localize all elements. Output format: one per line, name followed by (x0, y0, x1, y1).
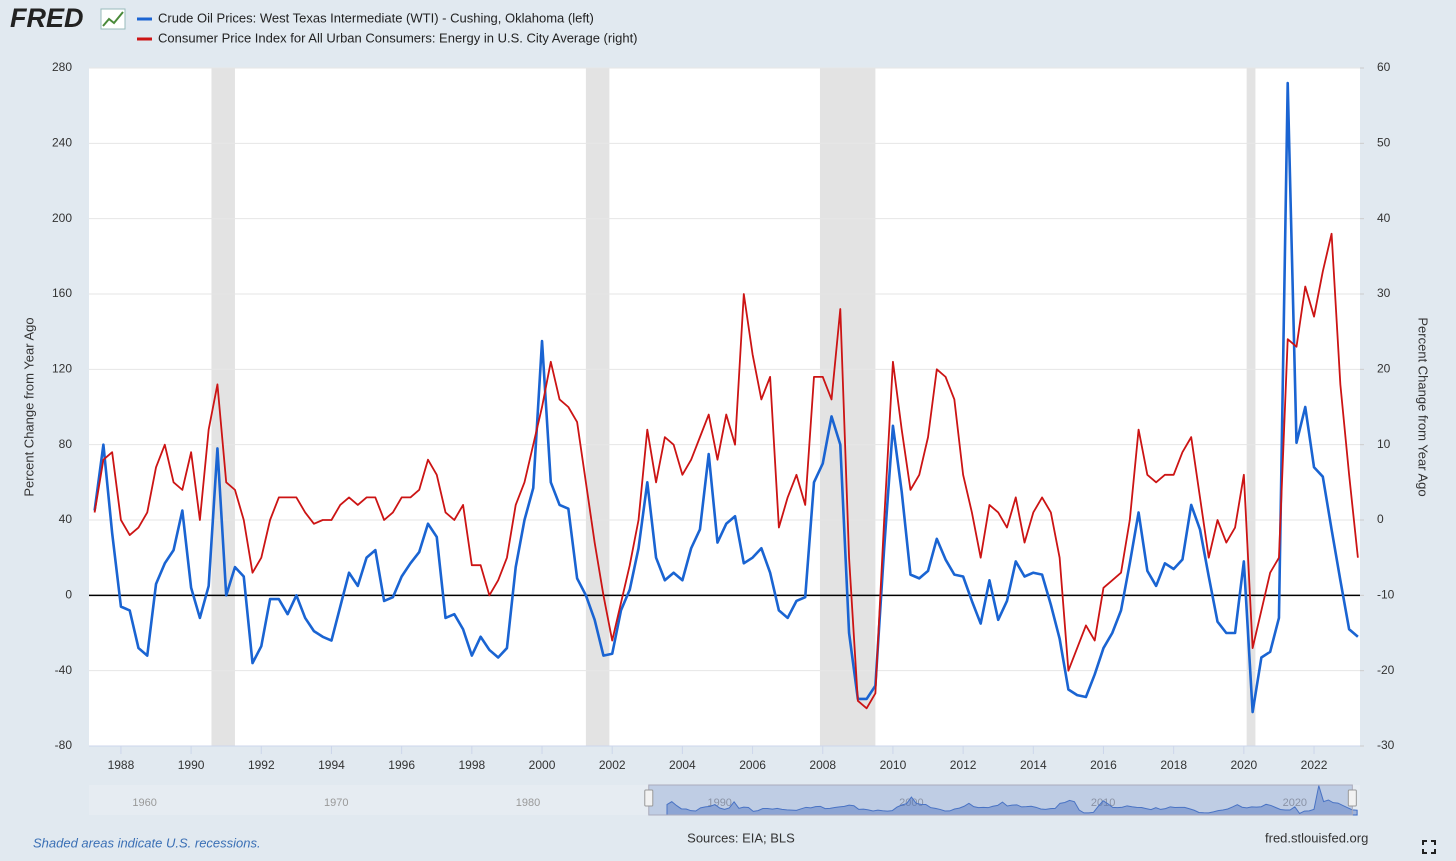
logo-icon (100, 8, 126, 30)
navigator-tick-label: 2000 (899, 797, 923, 809)
y2-axis-title: Percent Change from Year Ago (1416, 317, 1431, 496)
x-tick-label: 2006 (739, 758, 766, 772)
y-tick-label: 280 (52, 60, 72, 74)
recession-band (585, 68, 610, 746)
x-tick-label: 2002 (599, 758, 626, 772)
plot-area (89, 68, 1360, 746)
navigator-tick-label: 1970 (324, 797, 348, 809)
navigator-background (89, 785, 1360, 815)
series-line (93, 232, 1359, 710)
y2-tick-label: 20 (1377, 362, 1391, 376)
y-tick-label: -80 (55, 738, 73, 752)
navigator-tick-label: 2010 (1091, 797, 1115, 809)
x-tick-label: 2000 (529, 758, 556, 772)
recession-band (1246, 68, 1256, 746)
navigator-handle[interactable] (1347, 789, 1357, 807)
x-tick-label: 1988 (108, 758, 135, 772)
y-tick-label: 0 (65, 588, 72, 602)
y2-tick-label: 10 (1377, 437, 1391, 451)
y2-tick-label: 60 (1377, 60, 1391, 74)
x-tick-label: 1994 (318, 758, 345, 772)
y-tick-label: 40 (59, 512, 73, 526)
y-tick-label: -40 (55, 663, 73, 677)
logo: FRED (10, 3, 84, 33)
y-axis-title: Percent Change from Year Ago (21, 317, 36, 496)
navigator-tick-label: 1980 (516, 797, 540, 809)
navigator-tick-label: 2020 (1283, 797, 1307, 809)
y2-tick-label: -30 (1377, 738, 1395, 752)
x-tick-label: 1990 (178, 758, 205, 772)
navigator-tick-label: 1960 (132, 797, 156, 809)
x-tick-label: 1998 (458, 758, 485, 772)
x-tick-label: 1996 (388, 758, 415, 772)
navigator-series (666, 785, 1358, 816)
y-tick-label: 240 (52, 136, 72, 150)
x-tick-label: 2020 (1230, 758, 1257, 772)
x-tick-label: 2012 (950, 758, 977, 772)
x-tick-label: 1992 (248, 758, 275, 772)
sources: Sources: EIA; BLS (687, 830, 795, 845)
recession-band (819, 68, 876, 746)
y2-tick-label: 30 (1377, 286, 1391, 300)
site-url: fred.stlouisfed.org (1265, 830, 1368, 845)
y-tick-label: 120 (52, 362, 72, 376)
y-tick-label: 80 (59, 437, 73, 451)
navigator-selection (648, 784, 1353, 816)
y2-tick-label: 40 (1377, 211, 1391, 225)
x-tick-label: 2018 (1160, 758, 1187, 772)
x-tick-label: 2022 (1301, 758, 1328, 772)
y-tick-label: 160 (52, 286, 72, 300)
y2-tick-label: -10 (1377, 588, 1395, 602)
recession-note: Shaded areas indicate U.S. recessions. (33, 835, 261, 850)
x-tick-label: 2014 (1020, 758, 1047, 772)
legend-label: Crude Oil Prices: West Texas Intermediat… (158, 10, 594, 25)
x-tick-label: 2016 (1090, 758, 1117, 772)
y2-tick-label: 50 (1377, 136, 1391, 150)
x-tick-label: 2004 (669, 758, 696, 772)
legend-label: Consumer Price Index for All Urban Consu… (158, 30, 638, 45)
x-tick-label: 2008 (809, 758, 836, 772)
y-tick-label: 200 (52, 211, 72, 225)
navigator-tick-label: 1990 (707, 797, 731, 809)
navigator-handle[interactable] (644, 789, 654, 807)
recession-band (211, 68, 235, 746)
y2-tick-label: -20 (1377, 663, 1395, 677)
fullscreen-icon[interactable] (1422, 840, 1436, 854)
series-line (93, 81, 1359, 714)
y2-tick-label: 0 (1377, 512, 1384, 526)
x-tick-label: 2010 (880, 758, 907, 772)
